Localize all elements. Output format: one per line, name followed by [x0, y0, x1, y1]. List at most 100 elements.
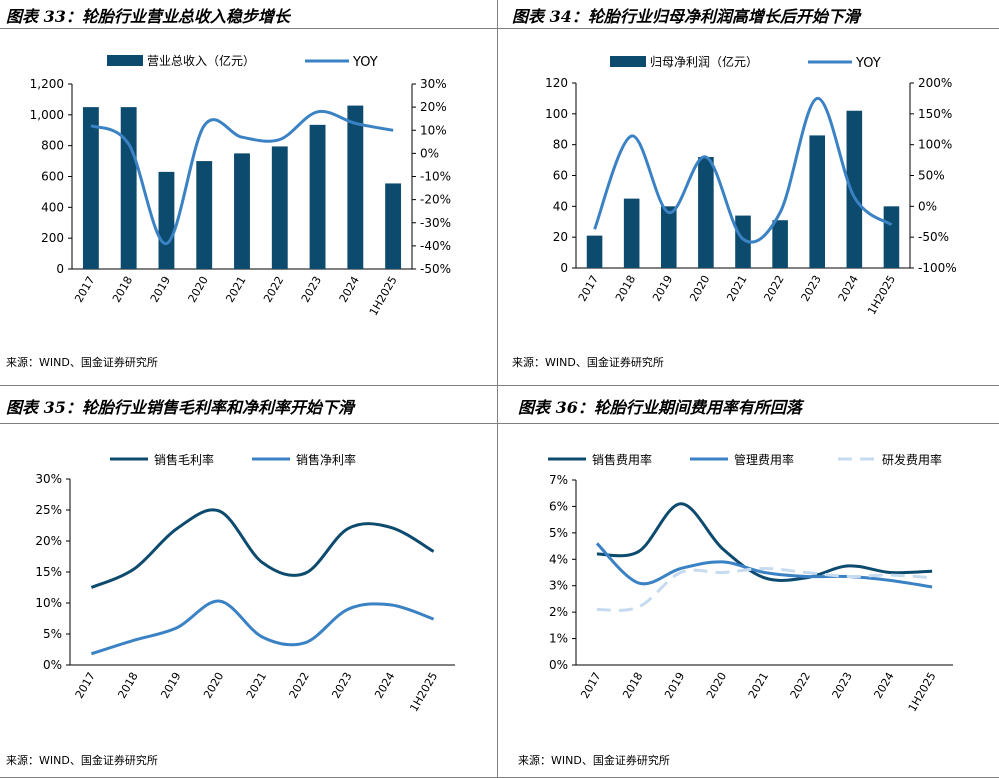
x-tick-label: 2018: [110, 274, 135, 305]
legend-bar-label: 归母净利润（亿元）: [650, 54, 758, 69]
expense-ratio-chart: 0% 1% 2% 3% 4% 5% 6% 7% 2017 2018 2019 2020 2021 2022…: [548, 452, 953, 714]
y-tick-label: 20%: [35, 534, 62, 548]
x-tick-label: 1H2025: [906, 670, 939, 714]
yoy-line: [593, 96, 893, 244]
series-line-3: [596, 566, 933, 612]
right-tick-label: 50%: [918, 169, 945, 183]
left-tick-label: 100: [545, 107, 568, 121]
x-tick-label: 2020: [201, 670, 226, 701]
margin-chart: 0% 5% 10% 15% 20% 25% 30% 2017 2018 2019 2020 2021 2…: [35, 452, 455, 714]
x-tick-label: 2019: [158, 670, 183, 701]
y-tick-label: 15%: [35, 565, 62, 579]
left-tick-label: 1,200: [30, 77, 64, 91]
y-tick-label: 10%: [35, 596, 62, 610]
x-tick-label: 2021: [244, 670, 269, 701]
chart-title: 图表 33：轮胎行业营业总收入稳步增长: [6, 7, 290, 26]
legend-line-label: YOY: [855, 56, 881, 71]
right-tick-label: 30%: [420, 77, 447, 91]
y-tick-label: 5%: [43, 627, 62, 641]
right-tick-label: -30%: [420, 216, 451, 230]
bar: [623, 198, 640, 268]
right-tick-label: 0%: [918, 199, 937, 213]
x-tick-label: 2017: [576, 273, 601, 304]
bar: [271, 146, 288, 269]
x-tick-label: 2020: [687, 273, 712, 304]
series-line-1: [596, 502, 933, 582]
panel-expense-ratios: 图表 36：轮胎行业期间费用率有所回落 0% 1% 2% 3% 4% 5% 6% 7% 2017…: [498, 386, 999, 778]
right-tick-label: -100%: [918, 261, 957, 275]
x-tick-label: 2024: [872, 670, 897, 701]
bar: [772, 220, 788, 268]
left-tick-label: 60: [553, 169, 568, 183]
row-separator: [0, 385, 999, 386]
bar: [347, 105, 364, 269]
x-tick-label: 2022: [761, 273, 786, 304]
y-tick-label: 7%: [549, 473, 568, 487]
x-tick-label: 2017: [73, 670, 98, 701]
x-tick-label: 2023: [299, 274, 324, 305]
x-tick-label: 2019: [662, 670, 687, 701]
left-tick-label: 1,000: [30, 108, 64, 122]
legend-bar-swatch: [610, 56, 646, 67]
net-profit-chart: 0 20 40 60 80 100 120 -100% -50% 0% 50% 100% 150% 200…: [545, 54, 957, 317]
left-tick-label: 800: [41, 139, 64, 153]
bar: [385, 183, 402, 269]
bar: [735, 215, 751, 268]
x-tick-label: 2019: [148, 274, 173, 305]
source-note: 来源：WIND、国金证券研究所: [512, 356, 664, 369]
right-tick-label: 20%: [420, 100, 447, 114]
source-note: 来源：WIND、国金证券研究所: [518, 754, 670, 767]
bar: [698, 157, 714, 268]
y-tick-label: 2%: [549, 605, 568, 619]
x-tick-label: 2023: [799, 273, 824, 304]
x-tick-label: 1H2025: [407, 670, 440, 714]
x-tick-label: 2021: [746, 670, 771, 701]
bar: [809, 135, 826, 268]
y-tick-label: 0%: [43, 658, 62, 672]
x-tick-label: 2017: [578, 670, 603, 701]
x-tick-label: 2024: [372, 670, 397, 701]
right-tick-label: -20%: [420, 193, 451, 207]
legend-bar-swatch: [107, 55, 143, 66]
panel-net-profit: 图表 34：轮胎行业归母净利润高增长后开始下滑 0 20 40 60 80 100 120 -…: [498, 0, 999, 385]
left-tick-label: 400: [41, 200, 64, 214]
x-tick-label: 2018: [613, 273, 638, 304]
bar: [846, 110, 863, 268]
x-tick-label: 2020: [704, 670, 729, 701]
right-tick-label: -50%: [918, 230, 949, 244]
bar: [309, 124, 326, 270]
panel-margins: 图表 35：轮胎行业销售毛利率和净利率开始下滑 0% 5% 10% 15% 20% 25%…: [0, 386, 497, 778]
x-tick-label: 2021: [223, 274, 248, 305]
x-tick-label: 2023: [329, 670, 354, 701]
bar: [196, 161, 213, 269]
right-tick-label: 150%: [918, 107, 952, 121]
left-tick-label: 200: [41, 231, 64, 245]
row2-header-border: [0, 423, 999, 424]
source-note: 来源：WIND、国金证券研究所: [6, 754, 158, 767]
y-tick-label: 4%: [549, 552, 568, 566]
x-tick-label: 2022: [261, 274, 286, 305]
x-tick-label: 2019: [650, 273, 675, 304]
x-tick-label: 2018: [116, 670, 141, 701]
left-tick-label: 20: [553, 230, 568, 244]
right-tick-label: 100%: [918, 138, 952, 152]
x-tick-label: 2020: [186, 274, 211, 305]
bar: [883, 206, 900, 268]
y-tick-label: 30%: [35, 472, 62, 486]
legend-label-1: 销售费用率: [592, 452, 652, 467]
right-tick-label: 10%: [420, 123, 447, 137]
left-tick-label: 0: [56, 262, 64, 276]
x-tick-label: 2023: [830, 670, 855, 701]
left-tick-label: 40: [553, 199, 568, 213]
series-line-1: [90, 508, 435, 589]
left-tick-label: 600: [41, 170, 64, 184]
column-separator: [497, 0, 498, 778]
chart-title: 图表 35：轮胎行业销售毛利率和净利率开始下滑: [6, 398, 354, 417]
right-tick-label: 200%: [918, 76, 952, 90]
x-tick-label: 2022: [287, 670, 312, 701]
legend-line-label: YOY: [352, 55, 378, 70]
bar: [82, 107, 99, 269]
bar: [660, 206, 677, 268]
x-tick-label: 2018: [620, 670, 645, 701]
top-border: [0, 28, 999, 29]
